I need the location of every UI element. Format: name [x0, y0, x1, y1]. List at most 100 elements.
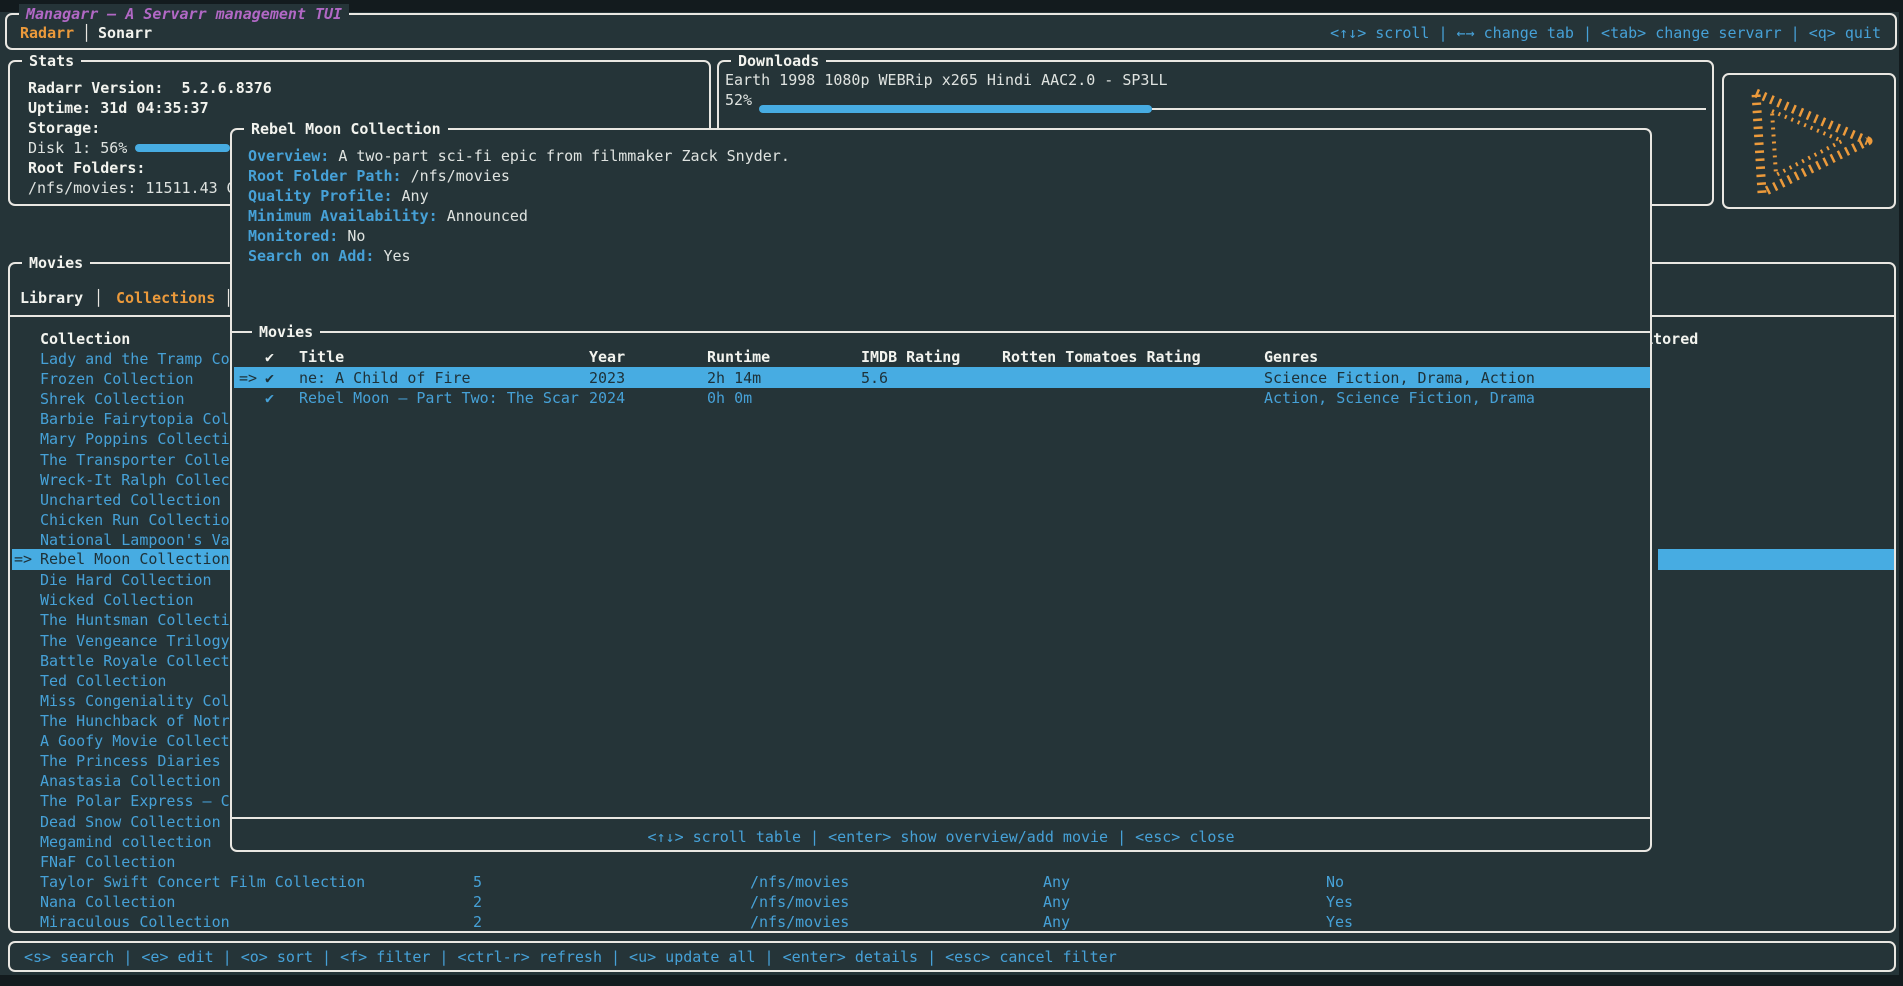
tab-collections[interactable]: Collections: [116, 289, 216, 307]
uptime-label: Uptime:: [28, 99, 92, 117]
collection-monitored: Yes: [1326, 893, 1354, 911]
download-item: Earth 1998 1080p WEBRip x265 Hindi AAC2.…: [725, 71, 1168, 89]
collection-row[interactable]: Megamind collection: [40, 833, 212, 851]
tab-sonarr[interactable]: Sonarr: [98, 24, 153, 42]
collection-row[interactable]: The Vengeance Trilogy: [40, 632, 230, 650]
disk-usage-bar: [135, 144, 230, 152]
root-folders-label: Root Folders:: [28, 159, 146, 177]
collection-row[interactable]: FNaF Collection: [40, 853, 176, 871]
modal-keybindings: <↑↓> scroll table | <enter> show overvie…: [647, 828, 1235, 846]
collection-root-folder: /nfs/movies: [750, 873, 850, 891]
monitored-value: No: [347, 227, 366, 245]
monitored-check-icon: ✔: [265, 369, 275, 387]
collection-row[interactable]: Miss Congeniality Col: [40, 692, 230, 710]
app-title: Managarr — A Servarr management TUI: [19, 4, 350, 24]
collection-row[interactable]: The Polar Express – C: [40, 792, 230, 810]
top-edge-strip: [0, 0, 1903, 12]
downloads-title: Downloads: [731, 51, 827, 71]
movies-tab-separator-2: │: [224, 289, 234, 307]
root-folder-size: /nfs/movies: 11511.43 GB: [28, 179, 245, 197]
collection-name: Nana Collection: [40, 893, 176, 911]
collection-row[interactable]: Barbie Fairytopia Col: [40, 410, 230, 428]
collection-name: Miraculous Collection: [40, 913, 230, 931]
collection-row[interactable]: The Transporter Colle: [40, 451, 230, 469]
collection-column-header: Collection: [40, 330, 131, 348]
movies-panel-title: Movies: [22, 253, 91, 273]
collection-row[interactable]: National Lampoon's Va: [40, 531, 230, 549]
collection-row[interactable]: Frozen Collection: [40, 370, 194, 388]
collection-movie-count: 5: [473, 873, 483, 891]
collection-row[interactable]: Chicken Run Collectio: [40, 511, 230, 529]
tab-library[interactable]: Library: [20, 289, 84, 307]
collection-row[interactable]: Uncharted Collection: [40, 491, 221, 509]
collection-row[interactable]: Shrek Collection: [40, 390, 185, 408]
collection-row[interactable]: Battle Royale Collect: [40, 652, 230, 670]
collection-quality: Any: [1043, 873, 1071, 891]
tab-radarr[interactable]: Radarr: [20, 24, 75, 42]
movie-year: 2023: [589, 369, 626, 387]
monitored-line: Monitored: No: [248, 226, 365, 246]
radarr-version-value: 5.2.6.8376: [181, 79, 272, 97]
collection-row[interactable]: The Huntsman Collecti: [40, 611, 230, 629]
collection-quality: Any: [1043, 893, 1071, 911]
movies-tab-separator-1: │: [94, 289, 104, 307]
collection-movie-count: 2: [473, 913, 483, 931]
min-availability-line: Minimum Availability: Announced: [248, 206, 528, 226]
root-folder-label: Root Folder Path:: [248, 167, 402, 185]
collection-monitored: Yes: [1326, 913, 1354, 931]
search-on-add-value: Yes: [383, 247, 411, 265]
modal-title: Rebel Moon Collection: [244, 119, 448, 139]
collection-row[interactable]: Wreck-It Ralph Collec: [40, 471, 230, 489]
collection-quality: Any: [1043, 913, 1071, 931]
overview-label: Overview:: [248, 147, 330, 165]
collection-row[interactable]: Dead Snow Collection: [40, 813, 221, 831]
collection-row[interactable]: Lady and the Tramp Co: [40, 350, 230, 368]
collection-row[interactable]: Wicked Collection: [40, 591, 194, 609]
search-on-add-line: Search on Add: Yes: [248, 246, 411, 266]
top-bar: Managarr — A Servarr management TUI Rada…: [5, 4, 1897, 50]
selection-marker: =>: [14, 550, 33, 568]
download-percent: 52%: [725, 91, 753, 109]
collection-row[interactable]: Anastasia Collection: [40, 772, 221, 790]
collection-row[interactable]: The Hunchback of Notr: [40, 712, 230, 730]
movie-title: Rebel Moon – Part Two: The Scar: [299, 389, 579, 407]
quality-profile-value: Any: [401, 187, 429, 205]
movies-table-top-border: [232, 331, 1650, 333]
collection-row[interactable]: Ted Collection: [40, 672, 167, 690]
uptime-value: 31d 04:35:37: [100, 99, 209, 117]
uptime-line: Uptime: 31d 04:35:37: [28, 98, 209, 118]
root-folder-line: Root Folder Path: /nfs/movies: [248, 166, 510, 186]
selected-collection-name: Rebel Moon Collection: [40, 550, 230, 568]
collection-details-modal: Rebel Moon Collection Overview: A two-pa…: [230, 119, 1652, 852]
monitored-check-icon: ✔: [265, 389, 275, 407]
radarr-version-line: Radarr Version: 5.2.6.8376: [28, 78, 272, 98]
overview-value: A two-part sci-fi epic from filmmaker Za…: [338, 147, 790, 165]
selected-movie-row[interactable]: => ✔ ne: A Child of Fire 2023 2h 14m 5.6…: [234, 367, 1650, 388]
movie-genres: Science Fiction, Drama, Action: [1264, 369, 1535, 387]
disk-usage-label: Disk 1: 56%: [28, 139, 128, 157]
check-column-header: ✔: [265, 348, 275, 366]
stats-title: Stats: [22, 51, 82, 71]
tab-separator: │: [82, 24, 92, 42]
collection-row[interactable]: The Princess Diaries: [40, 752, 221, 770]
storage-label: Storage:: [28, 119, 101, 137]
movie-title: ne: A Child of Fire: [299, 369, 471, 387]
collection-row[interactable]: Mary Poppins Collecti: [40, 430, 230, 448]
title-column-header: Title: [299, 348, 345, 366]
collection-row[interactable]: Die Hard Collection: [40, 571, 212, 589]
download-progress-remainder: [1152, 108, 1706, 110]
movies-table-title: Movies: [252, 322, 321, 342]
play-logo-icon: [1751, 88, 1873, 198]
movie-imdb-rating: 5.6: [861, 369, 889, 387]
genres-column-header: Genres: [1264, 348, 1319, 366]
bottom-edge-strip: [0, 975, 1903, 986]
selection-marker: =>: [239, 369, 258, 387]
collection-row[interactable]: A Goofy Movie Collect: [40, 732, 230, 750]
rotten-column-header: Rotten Tomatoes Rating: [1002, 348, 1201, 366]
logo-panel: [1722, 73, 1896, 209]
radarr-version-label: Radarr Version:: [28, 79, 164, 97]
movie-runtime: 2h 14m: [707, 369, 762, 387]
selected-collection-row[interactable]: => Rebel Moon Collection: [12, 549, 231, 570]
download-progress-bar: [759, 105, 1152, 113]
